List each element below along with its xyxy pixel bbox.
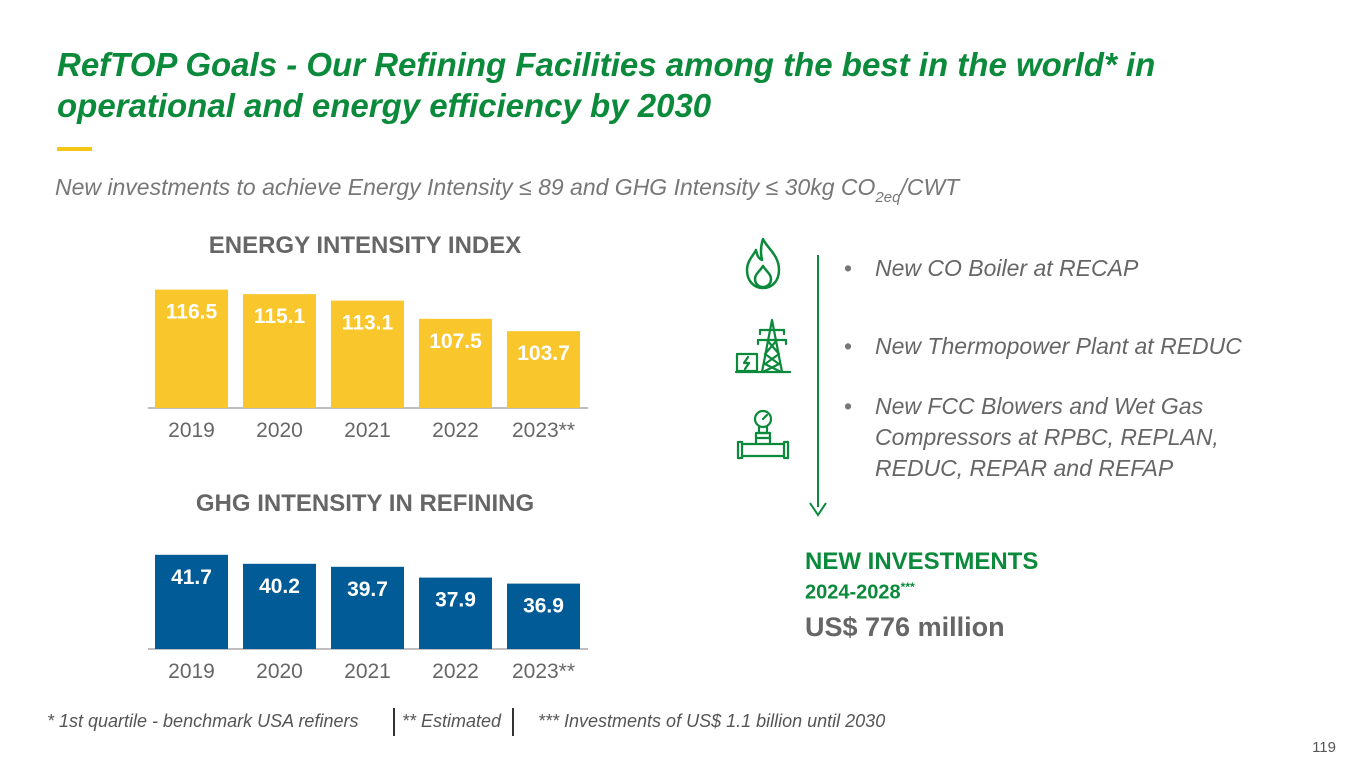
footnote-benchmark: * 1st quartile - benchmark USA refiners: [47, 711, 359, 731]
arrow-down-icon: [809, 502, 827, 517]
bar-value-label: 113.1: [342, 312, 394, 335]
investments-period-years: 2024-2028: [805, 581, 901, 604]
flow-arrow-line: [817, 255, 819, 507]
footnote-investments: *** Investments of US$ 1.1 billion until…: [538, 711, 886, 731]
energy-chart-title: ENERGY INTENSITY INDEX: [208, 232, 522, 259]
ghg-chart-title: GHG INTENSITY IN REFINING: [195, 490, 535, 517]
x-tick-label: 2021: [344, 419, 391, 442]
slide-subtitle: New investments to achieve Energy Intens…: [55, 174, 1055, 206]
x-tick-label: 2023**: [512, 660, 575, 683]
footnote-separator: [512, 708, 514, 736]
bullet-dot: •: [844, 393, 853, 419]
bar-value-label: 41.7: [171, 566, 212, 589]
title-accent-line: [57, 147, 92, 151]
bar: [243, 563, 316, 649]
x-tick-label: 2021: [344, 660, 391, 683]
x-tick-label: 2022: [432, 660, 479, 683]
footnote-estimated: ** Estimated: [402, 711, 502, 731]
bar: [419, 318, 492, 408]
bar-value-label: 103.7: [517, 342, 570, 365]
investments-heading: NEW INVESTMENTS: [805, 548, 1039, 575]
bar: [155, 554, 228, 649]
x-tick-label: 2023**: [512, 419, 575, 442]
bar-value-label: 115.1: [254, 305, 306, 328]
investments-period-marker: ***: [900, 580, 915, 594]
subtitle-main: New investments to achieve Energy Intens…: [55, 174, 876, 200]
bar: [507, 583, 580, 649]
investments-period: 2024-2028***: [805, 580, 915, 605]
flame-icon: [745, 237, 781, 290]
pipe-gauge-icon: [736, 409, 790, 460]
bullet-dot: •: [844, 255, 853, 281]
power-tower-icon: [734, 318, 792, 374]
bar-value-label: 40.2: [259, 575, 300, 598]
subtitle-subscript: 2eq: [875, 189, 901, 206]
project-text: New CO Boiler at RECAP: [875, 255, 1139, 281]
x-tick-label: 2020: [256, 660, 303, 683]
x-tick-label: 2019: [168, 419, 215, 442]
bar-value-label: 36.9: [523, 595, 564, 618]
slide-title: RefTOP Goals - Our Refining Facilities a…: [57, 46, 1156, 124]
bar: [507, 331, 580, 408]
project-item: • New CO Boiler at RECAP: [844, 253, 1264, 284]
bar-value-label: 107.5: [429, 330, 482, 353]
ghg-intensity-chart: 41.7 2019 40.2 2020 39.7 2021 37.9 2022 36.9 2023…: [148, 554, 588, 683]
project-item: • New FCC Blowers and Wet Gas Compressor…: [844, 391, 1264, 484]
x-tick-label: 2019: [168, 660, 215, 683]
bar-value-label: 39.7: [347, 578, 388, 601]
project-item: • New Thermopower Plant at REDUC: [844, 331, 1264, 362]
page-number: 119: [1312, 739, 1336, 756]
bar: [331, 566, 404, 649]
bar: [419, 577, 492, 649]
bar: [155, 289, 228, 408]
project-text: New Thermopower Plant at REDUC: [875, 333, 1242, 359]
x-tick-label: 2020: [256, 419, 303, 442]
x-tick-label: 2022: [432, 419, 479, 442]
investments-amount: US$ 776 million: [805, 612, 1005, 642]
bar-value-label: 37.9: [435, 589, 476, 612]
bar-value-label: 116.5: [166, 301, 218, 324]
subtitle-end: /CWT: [900, 174, 960, 200]
bar: [243, 294, 316, 408]
bullet-dot: •: [844, 333, 853, 359]
energy-intensity-chart: 116.5 2019 115.1 2020 113.1 2021 107.5 2022 103.…: [148, 289, 588, 442]
project-text: New FCC Blowers and Wet Gas Compressors …: [875, 393, 1219, 481]
bar: [331, 300, 404, 408]
footnote-separator: [393, 708, 395, 736]
